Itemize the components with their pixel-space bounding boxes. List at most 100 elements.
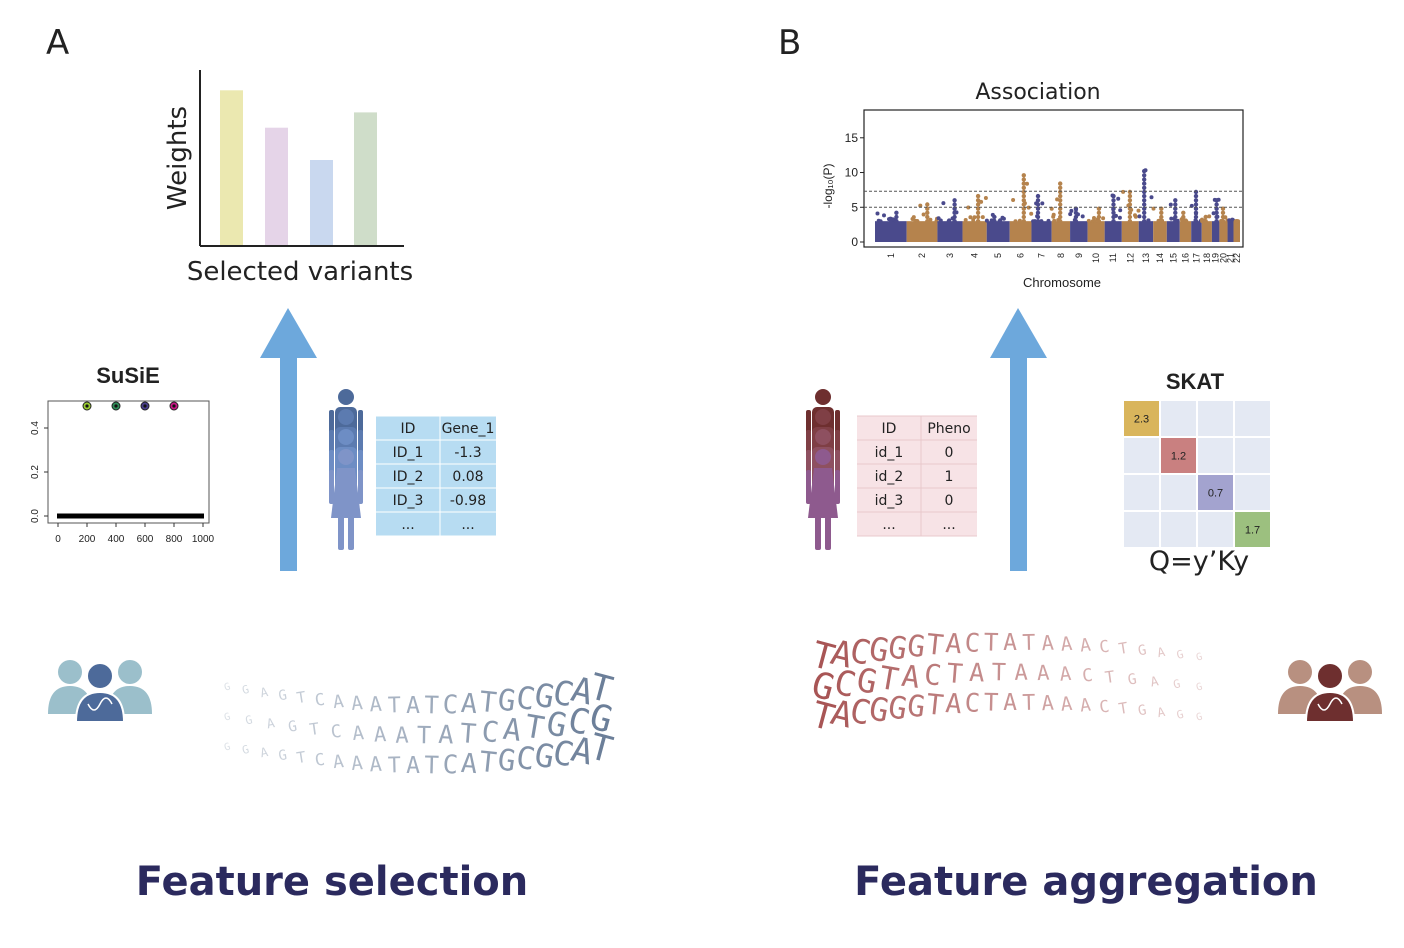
dna-base: C: [964, 688, 981, 719]
chrom-block-13: [1138, 221, 1154, 242]
snp-point: [1031, 219, 1036, 224]
dna-base: T: [459, 718, 477, 750]
person-head: [815, 449, 831, 465]
chrom-block-11: [1104, 221, 1122, 242]
table-cell: 1: [945, 469, 954, 485]
snp-peak-point: [894, 219, 899, 224]
skat-cell: [1235, 475, 1270, 510]
skat-diag-value: 1.7: [1245, 525, 1260, 537]
person-4: [329, 449, 363, 550]
snp-peak-point: [1142, 173, 1147, 178]
person-head: [338, 429, 354, 445]
panel-b-letter: B: [778, 23, 801, 63]
dna-base: C: [514, 679, 538, 717]
snp-point: [966, 205, 971, 210]
dna-base: A: [395, 722, 409, 748]
dna-base: G: [1195, 711, 1204, 723]
skat-cell: [1235, 438, 1270, 473]
chrom-block-1: [875, 221, 907, 242]
snp-peak-point: [1035, 210, 1041, 215]
weights-chart: Weights Selected variants: [163, 70, 413, 287]
snp-peak-point: [1021, 173, 1026, 178]
snp-peak-point: [1111, 219, 1116, 224]
dna-base: A: [1079, 695, 1092, 717]
chrom-tick-label: 8: [1056, 253, 1066, 258]
dna-base: A: [438, 720, 455, 750]
manhattan-y-tick-label: 0: [851, 235, 858, 249]
dna-base: C: [514, 739, 538, 777]
snp-peak-point: [1159, 219, 1164, 224]
snp-point: [963, 218, 968, 222]
manhattan-thresholds: [864, 190, 1243, 208]
dna-base: A: [1036, 661, 1050, 686]
chrom-tick-label: 18: [1202, 253, 1212, 263]
snp-point: [1069, 208, 1074, 213]
table-cell: 0: [945, 493, 954, 509]
snp-point: [936, 216, 941, 221]
chrom-tick-label: 4: [970, 253, 980, 258]
snp-peak-point: [1058, 202, 1063, 207]
dna-base: A: [406, 693, 420, 719]
dna-base: A: [1156, 704, 1167, 720]
dna-base: A: [1060, 692, 1074, 716]
people-stack-b: [806, 389, 840, 550]
dna-base: T: [478, 745, 498, 780]
people-stack-a: [329, 389, 363, 550]
table-cell: id_1: [875, 445, 904, 461]
dna-base: C: [1081, 666, 1094, 687]
chrom-block-22: [1233, 221, 1240, 242]
manhattan-frame: [863, 109, 1244, 248]
snp-point: [984, 218, 989, 223]
snp-peak-point: [1021, 202, 1026, 207]
dna-base: G: [277, 747, 288, 764]
dna-base: A: [944, 628, 963, 660]
dna-base: G: [1137, 702, 1148, 719]
chrom-block-8: [1051, 221, 1071, 242]
dna-base: T: [308, 719, 321, 739]
snp-point: [1039, 219, 1044, 224]
snp-peak-point: [992, 214, 997, 220]
snp-peak-point: [1021, 193, 1026, 199]
table-cell: ID_3: [393, 493, 424, 509]
weights-y-label: Weights: [163, 106, 193, 210]
skat-matrix: 2.3 1.2 0.7 1.7: [1124, 401, 1270, 547]
chrom-block-5: [986, 221, 1010, 242]
snp-peak-point: [1035, 219, 1041, 224]
snp-point: [1146, 218, 1151, 223]
snp-point: [1168, 202, 1173, 207]
dna-base: A: [406, 753, 420, 779]
snp-peak-point: [1159, 214, 1164, 220]
snp-peak-point: [1173, 198, 1178, 203]
snp-peak-point: [1193, 202, 1199, 207]
snp-point: [878, 219, 883, 224]
snp-point: [1117, 215, 1122, 220]
snp-point: [980, 215, 985, 220]
dna-base: A: [1041, 631, 1055, 656]
person-arm: [806, 470, 811, 504]
panel-a-title: Feature selection: [136, 859, 528, 905]
weight-bar-2: [265, 127, 288, 245]
chrom-block-12: [1121, 221, 1139, 242]
dna-base: C: [1098, 637, 1110, 657]
snp-point: [1017, 218, 1022, 223]
skat-diag-cell: [1124, 401, 1159, 436]
snp-peak-point: [1203, 219, 1208, 224]
snp-peak-point: [1181, 219, 1186, 224]
dna-base: G: [1195, 681, 1204, 693]
dna-base: A: [460, 748, 479, 780]
snp-peak-point: [975, 219, 981, 224]
panel-b-title: Feature aggregation: [854, 859, 1318, 905]
snp-point: [968, 215, 973, 220]
snp-point: [1040, 201, 1045, 206]
dna-base: A: [332, 751, 345, 773]
snp-peak-point: [925, 219, 930, 224]
chrom-tick-label: 10: [1091, 253, 1101, 263]
snp-peak-point: [1035, 202, 1041, 207]
arrow-a-head: [260, 308, 317, 358]
snp-peak-point: [925, 214, 930, 220]
skat-cell: [1198, 401, 1233, 436]
dna-base: A: [1079, 635, 1092, 657]
chrom-tick-label: 12: [1125, 253, 1135, 263]
dna-base: T: [295, 688, 307, 707]
